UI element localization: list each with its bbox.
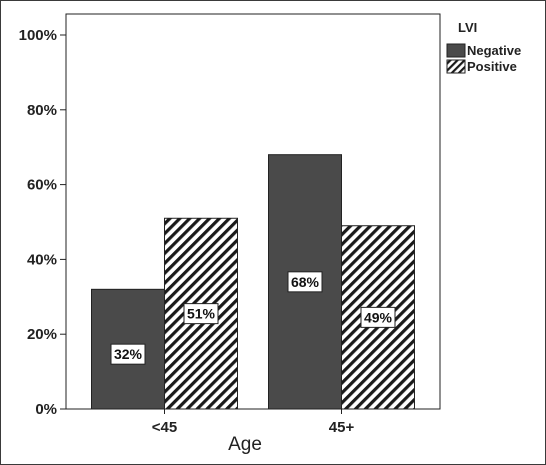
data-label-box	[183, 303, 219, 325]
y-tick-label: 100%	[19, 27, 57, 44]
y-tick-label: 80%	[27, 102, 57, 119]
data-label: 51%	[187, 306, 216, 322]
y-tick-label: 20%	[27, 326, 57, 343]
data-label-box	[110, 343, 146, 365]
bars: 32% 51% 68% 49%	[91, 154, 415, 410]
x-axis: <45 45+	[152, 409, 355, 436]
legend-label-negative: Negative	[467, 43, 521, 58]
legend-swatch-negative	[446, 43, 466, 58]
x-axis-label: Age	[228, 434, 262, 455]
data-label-box	[360, 306, 396, 328]
x-tick-label: 45+	[329, 419, 355, 436]
data-label-box	[287, 271, 323, 293]
y-tick-label: 0%	[35, 401, 57, 418]
legend-title: LVI	[458, 20, 477, 35]
data-label: 32%	[114, 346, 143, 362]
data-label: 68%	[291, 274, 320, 290]
data-label: 49%	[364, 309, 393, 325]
x-tick-label: <45	[152, 419, 177, 436]
legend-swatch-positive	[446, 59, 466, 74]
y-tick-label: 60%	[27, 177, 57, 194]
legend-label-positive: Positive	[467, 59, 517, 74]
plot-area	[65, 13, 441, 410]
y-axis: 0% 20% 40% 60% 80% 100%	[19, 27, 66, 418]
bar-negative-1	[268, 154, 342, 410]
y-tick-label: 40%	[27, 251, 57, 268]
